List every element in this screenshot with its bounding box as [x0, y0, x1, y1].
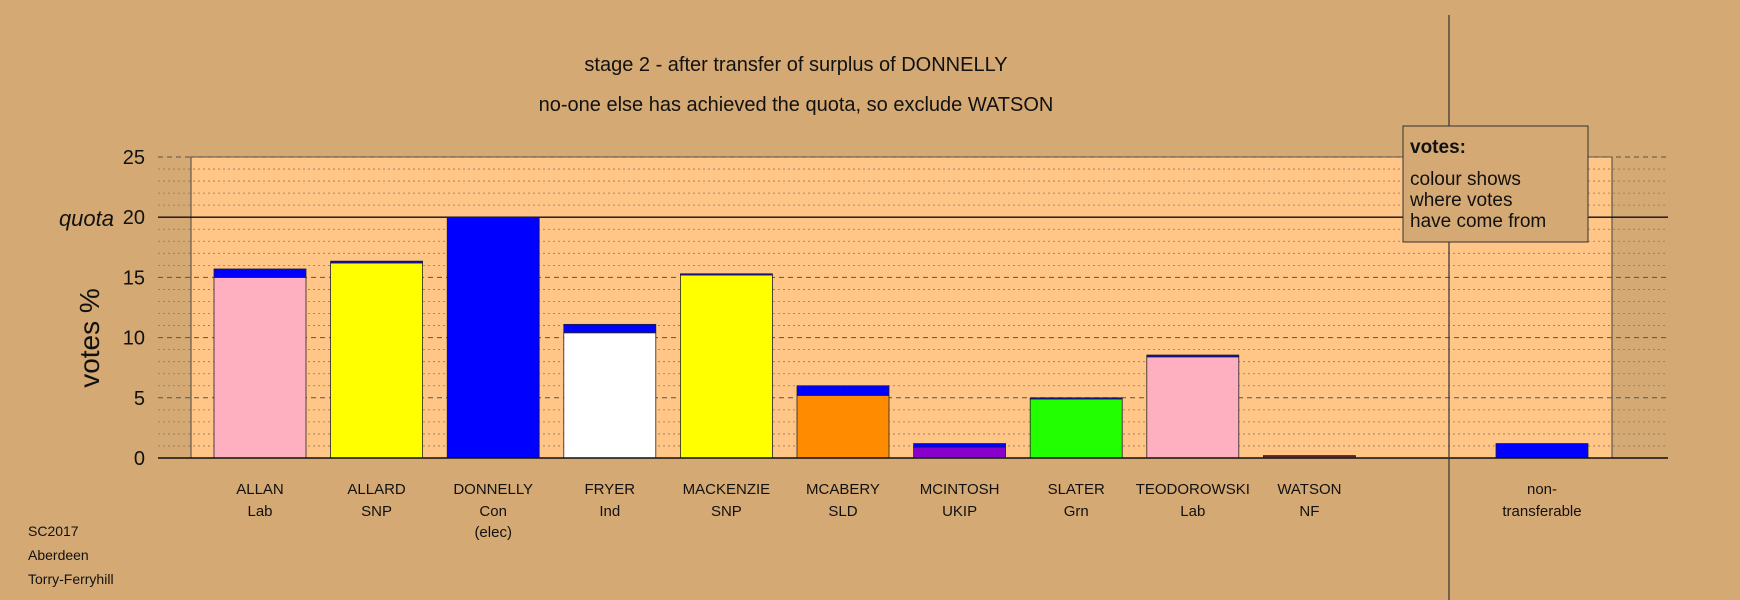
x-label-name: SLATER [1048, 481, 1105, 498]
footer-council: Aberdeen [28, 547, 89, 563]
nontransferable-label-line1: non- [1527, 481, 1557, 498]
bar-segment-teodorowski-1 [1146, 354, 1240, 358]
x-label-note: (elec) [474, 524, 512, 541]
bar-segment-mcintosh-0 [913, 446, 1006, 459]
x-label-party: Con [479, 503, 507, 520]
x-label-party: Lab [1180, 503, 1205, 520]
x-label-name: ALLAN [236, 481, 284, 498]
bar-segment-allan-1 [213, 268, 307, 278]
bar-segment-slater-1 [1029, 397, 1123, 400]
nontransferable-label-line2: transferable [1502, 503, 1581, 520]
nontransferable-label: non- transferable [1502, 481, 1581, 520]
footer-election: SC2017 [28, 523, 79, 539]
footer-ward: Torry-Ferryhill [28, 571, 114, 587]
x-label-name: FRYER [585, 481, 636, 498]
legend: votes: colour shows where votes have com… [1402, 125, 1589, 243]
x-label-name: ALLARD [347, 481, 406, 498]
plot-area [190, 156, 1613, 459]
x-label-party: Ind [599, 503, 620, 520]
x-label-name: MCABERY [806, 481, 880, 498]
bar-segment-donnelly-0 [446, 216, 540, 459]
x-label-name: DONNELLY [453, 481, 533, 498]
y-tick-label: 0 [134, 448, 145, 470]
bar-segment-mackenzie-0 [680, 274, 773, 459]
bar-segment-fryer-1 [563, 323, 657, 334]
bar-segment-mcintosh-1 [913, 443, 1006, 448]
bar-segment-fryer-0 [563, 332, 657, 459]
y-tick-labels: 0 5 10 15 20 25 [123, 147, 145, 470]
y-tick-label: 25 [123, 147, 145, 169]
bar-segment-slater-0 [1029, 398, 1123, 459]
bar-segment-allan-0 [213, 276, 307, 459]
x-label-party: SNP [711, 503, 742, 520]
bar-segment-mackenzie-1 [680, 273, 773, 276]
y-tick-label: 5 [134, 388, 145, 410]
chart-subtitle: no-one else has achieved the quota, so e… [539, 94, 1054, 116]
x-label-party: Lab [247, 503, 272, 520]
footer: SC2017 Aberdeen Torry-Ferryhill [28, 523, 114, 587]
x-label-name: TEODOROWSKI [1136, 481, 1250, 498]
x-label-name: MCINTOSH [920, 481, 1000, 498]
x-category-labels: ALLAN Lab ALLARD SNP DONNELLY Con (elec) FRYER I… [236, 481, 1341, 541]
legend-line-1: colour shows [1410, 169, 1521, 190]
bar-segment-watson-1 [1263, 455, 1356, 457]
plot-background [190, 156, 1613, 459]
legend-title: votes: [1410, 137, 1466, 158]
x-label-party: UKIP [942, 503, 977, 520]
y-tick-label: 15 [123, 267, 145, 289]
bar-segment-mcabery-0 [796, 394, 890, 459]
bar-segment-teodorowski-0 [1146, 356, 1240, 459]
quota-label: quota [59, 206, 114, 231]
bar-segment-allard-1 [330, 260, 424, 264]
bar-nontransferable [1495, 443, 1589, 459]
x-label-name: WATSON [1277, 481, 1341, 498]
x-label-name: MACKENZIE [683, 481, 771, 498]
y-tick-label: 10 [123, 328, 145, 350]
legend-box [1402, 125, 1589, 243]
x-label-party: NF [1299, 503, 1319, 520]
x-label-party: Grn [1064, 503, 1089, 520]
bar-segment-mcabery-1 [796, 385, 890, 396]
y-tick-label: 20 [123, 207, 145, 229]
legend-line-2: where votes [1409, 190, 1512, 211]
chart-title: stage 2 - after transfer of surplus of D… [584, 54, 1007, 76]
x-label-party: SNP [361, 503, 392, 520]
y-axis-label: votes % [74, 288, 105, 388]
bar-segment-allard-0 [330, 262, 424, 459]
x-label-party: SLD [828, 503, 857, 520]
legend-line-3: have come from [1410, 211, 1546, 232]
